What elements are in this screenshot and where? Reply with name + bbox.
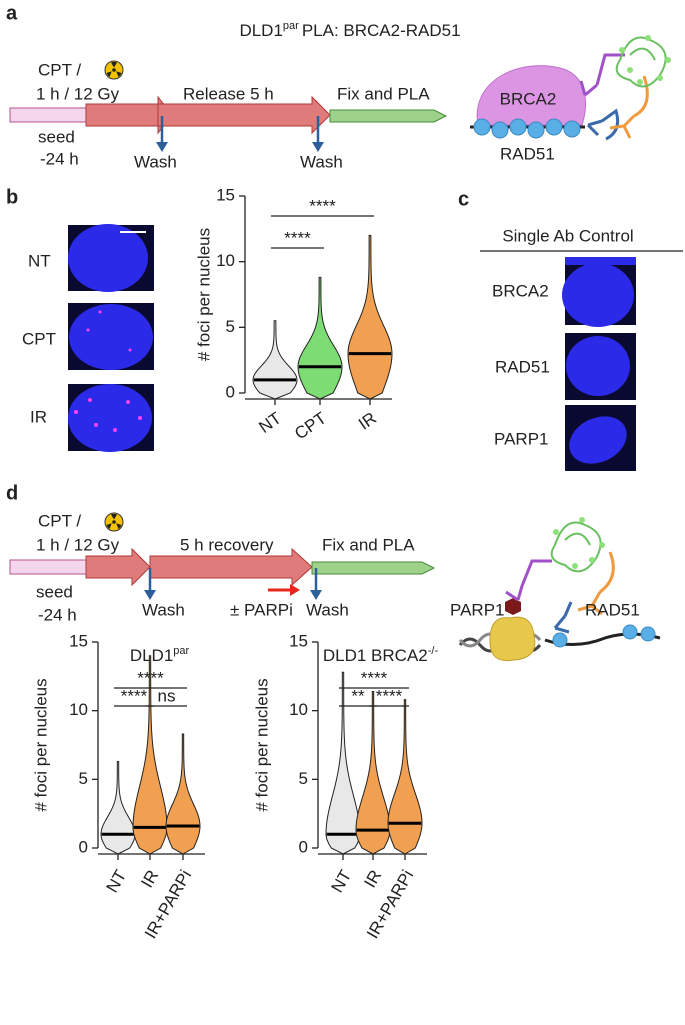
violin [165, 733, 201, 855]
label: Fix and PLA [322, 535, 415, 554]
y-axis-label: # foci per nucleus [252, 678, 271, 811]
y-tick-label: 10 [69, 700, 88, 719]
x-tick-label: NT [328, 867, 356, 896]
image-label: NT [28, 251, 51, 270]
y-tick-label: 5 [299, 769, 308, 788]
panel-label: a [6, 2, 18, 24]
panel-label: b [6, 186, 18, 208]
violin [100, 760, 136, 855]
violin [325, 671, 361, 855]
significance-label: **** [309, 196, 336, 215]
significance-label: **** [121, 686, 148, 705]
label: Fix and PLA [337, 84, 430, 103]
seed-bar [9, 107, 91, 123]
x-tick-label: IR [360, 867, 385, 891]
image-label: PARP1 [494, 429, 549, 448]
label: -24 h [40, 149, 79, 168]
wash-arrow-head [156, 142, 168, 152]
label: 1 h / 12 Gy [36, 535, 120, 554]
violin [387, 699, 423, 855]
title-sup: par [173, 645, 189, 657]
panel-label: d [6, 482, 18, 504]
label: RAD51 [585, 600, 640, 619]
violin [355, 690, 391, 855]
microscopy-b [68, 224, 154, 452]
label: ± PARPi [230, 600, 293, 619]
arrow [157, 95, 331, 135]
y-axis-label: # foci per nucleus [31, 678, 50, 811]
significance-label: **** [376, 686, 403, 705]
image-label: IR [30, 407, 47, 426]
y-tick-label: 0 [79, 837, 88, 856]
schematic-d [458, 517, 661, 662]
timeline-a [9, 60, 448, 152]
label: seed [38, 127, 75, 146]
y-tick-label: 15 [69, 631, 88, 650]
label: PARP1 [450, 600, 505, 619]
significance-label: **** [361, 668, 388, 687]
x-tick-label: IR [355, 408, 380, 433]
y-tick-label: 10 [289, 700, 308, 719]
arrow [329, 109, 448, 123]
title-sup: -/- [428, 645, 439, 657]
image-label: RAD51 [495, 357, 550, 376]
y-tick-label: 0 [299, 837, 308, 856]
radiation-icon [104, 60, 124, 80]
title-text: DLD1 [130, 646, 173, 665]
panel-title: DLD1par PLA: BRCA2-RAD51 [239, 20, 460, 41]
x-tick-label: NT [255, 408, 284, 437]
x-tick-label: NT [103, 867, 131, 896]
title-sup: par [283, 20, 299, 32]
x-tick-label: CPT [291, 408, 330, 443]
label: Wash [300, 152, 343, 171]
title-text: DLD1 [239, 21, 282, 40]
image-label: CPT [22, 329, 56, 348]
microscopy-c [562, 257, 636, 471]
label: BRCA2 [500, 89, 557, 108]
wash-arrow-head [312, 142, 324, 152]
violin [252, 320, 298, 400]
label: Release 5 h [183, 84, 274, 103]
label: CPT / [38, 60, 81, 79]
chart-title: DLD1 BRCA2-/- [323, 645, 439, 666]
violin [132, 655, 168, 855]
timeline-d [9, 512, 436, 600]
image-label: BRCA2 [492, 281, 549, 300]
title-rest: PLA: BRCA2-RAD51 [302, 21, 461, 40]
y-tick-label: 0 [226, 382, 235, 401]
violin [297, 276, 343, 400]
y-tick-label: 10 [216, 251, 235, 270]
significance-label: ** [351, 686, 365, 705]
label: Wash [134, 152, 177, 171]
schematic-a [470, 35, 671, 141]
panel-label: c [458, 188, 469, 210]
y-tick-label: 5 [226, 317, 235, 336]
label: Wash [142, 600, 185, 619]
label: Wash [306, 600, 349, 619]
label: CPT / [38, 511, 81, 530]
title-text: DLD1 BRCA2 [323, 646, 428, 665]
y-axis-label: # foci per nucleus [194, 228, 213, 361]
x-tick-label: IR [137, 867, 162, 891]
y-tick-label: 15 [289, 631, 308, 650]
violin [347, 234, 393, 400]
label: seed [36, 582, 73, 601]
y-tick-label: 5 [79, 769, 88, 788]
panel-title: Single Ab Control [502, 226, 633, 245]
significance-label: **** [137, 668, 164, 687]
label: 5 h recovery [180, 535, 274, 554]
chart-title: DLD1par [130, 645, 190, 666]
label: 1 h / 12 Gy [36, 84, 120, 103]
y-tick-label: 15 [216, 185, 235, 204]
significance-label: ns [158, 686, 176, 705]
label: RAD51 [500, 144, 555, 163]
label: -24 h [38, 605, 77, 624]
significance-label: **** [284, 228, 311, 247]
